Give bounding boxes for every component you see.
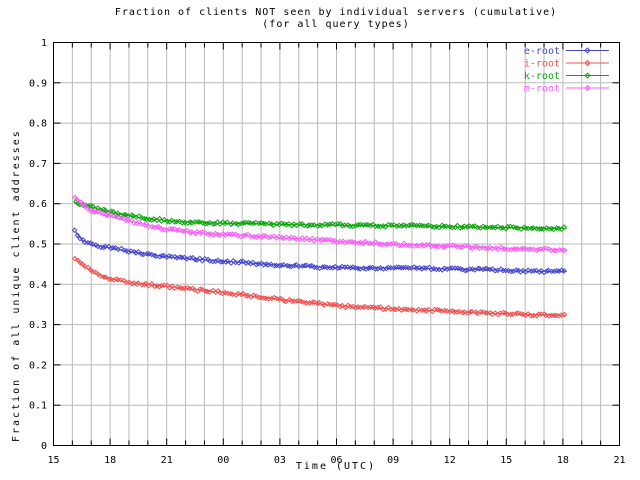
x-tick-label: 09 [387, 455, 399, 466]
x-tick-label: 06 [330, 455, 342, 466]
legend-marker-e-root [584, 47, 591, 54]
y-tick-label: 0.7 [29, 159, 47, 170]
series-markers-i-root [71, 255, 568, 319]
y-tick-label: 0.6 [29, 199, 47, 210]
y-tick-label: 0.9 [29, 78, 47, 89]
y-tick-label: 0 [41, 441, 47, 452]
y-tick-label: 0.5 [29, 240, 47, 251]
x-tick-label: 18 [557, 455, 569, 466]
x-axis-label: Time (UTC) [295, 461, 377, 472]
legend-label-m-root: m-root [524, 84, 560, 95]
x-tick-label: 15 [500, 455, 512, 466]
y-tick-label: 0.8 [29, 119, 47, 130]
legend-marker-m-root [584, 84, 591, 92]
chart-subtitle: (for all query types) [262, 19, 410, 30]
x-tick-label: 18 [104, 455, 116, 466]
legend-label-i-root: i-root [524, 59, 560, 70]
series-markers-m-root [71, 194, 568, 254]
y-tick-label: 0.1 [29, 401, 47, 412]
chart-title: Fraction of clients NOT seen by individu… [114, 7, 558, 18]
series-markers-e-root [71, 227, 567, 276]
y-tick-label: 1 [41, 38, 47, 49]
legend-marker-i-root [584, 59, 591, 67]
legend-label-e-root: e-root [524, 46, 560, 57]
y-tick-label: 0.2 [29, 360, 47, 371]
y-tick-label: 0.3 [29, 320, 47, 331]
y-tick-label: 0.4 [29, 280, 47, 291]
legend-marker-k-root [584, 72, 591, 79]
x-tick-label: 03 [274, 455, 286, 466]
x-tick-label: 15 [47, 455, 59, 466]
x-tick-label: 21 [613, 455, 625, 466]
legend-label-k-root: k-root [524, 71, 560, 82]
x-tick-label: 12 [444, 455, 456, 466]
x-tick-label: 00 [217, 455, 229, 466]
x-tick-label: 21 [161, 455, 173, 466]
